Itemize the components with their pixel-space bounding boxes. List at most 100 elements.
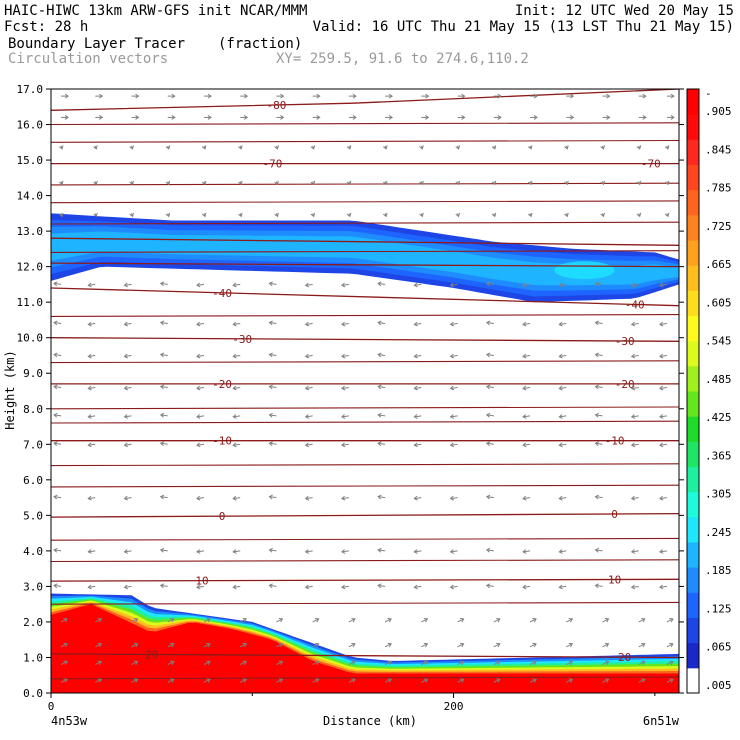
vector-head bbox=[206, 678, 211, 683]
colorbar: .005 .065 .125 .185 .245 .305 .365 .425 .485 .545… bbox=[686, 87, 732, 694]
vector-head bbox=[159, 441, 165, 447]
vector-head bbox=[171, 115, 176, 120]
circulation-vector bbox=[305, 585, 313, 588]
circulation-vector bbox=[196, 322, 205, 325]
circulation-vector bbox=[305, 550, 313, 553]
circulation-vector bbox=[559, 386, 567, 389]
circulation-vector bbox=[378, 321, 386, 324]
colorbar-swatch bbox=[687, 667, 699, 694]
vector-head bbox=[449, 584, 455, 590]
vector-head bbox=[522, 414, 527, 419]
contour-label: -10 bbox=[605, 435, 625, 448]
vector-head bbox=[423, 678, 429, 683]
circulation-vector bbox=[486, 414, 494, 417]
colorbar-swatch bbox=[687, 567, 699, 593]
circulation-vector bbox=[348, 661, 356, 666]
circulation-vector bbox=[522, 497, 531, 500]
vector-head bbox=[351, 678, 356, 683]
circulation-vector bbox=[421, 661, 428, 666]
vector-head bbox=[129, 180, 134, 186]
vector-head bbox=[377, 441, 382, 447]
circulation-vector bbox=[559, 354, 567, 357]
y-tick-label: 2.0 bbox=[23, 616, 43, 629]
circulation-vector bbox=[233, 550, 241, 553]
vector-head bbox=[377, 412, 382, 418]
vector-head bbox=[377, 320, 382, 326]
circulation-vector bbox=[602, 643, 609, 648]
vector-head bbox=[522, 549, 527, 554]
contour-label: 20 bbox=[145, 648, 158, 661]
vector-head bbox=[423, 642, 429, 648]
vector-head bbox=[413, 321, 418, 327]
vector-head bbox=[630, 442, 636, 448]
circulation-vector bbox=[595, 442, 603, 445]
circulation-vector bbox=[493, 643, 501, 648]
circulation-vector bbox=[529, 618, 537, 623]
circulation-vector bbox=[88, 354, 96, 357]
vector-head bbox=[604, 660, 610, 665]
vector-head bbox=[238, 180, 243, 186]
circulation-vector bbox=[378, 385, 386, 388]
circulation-vector bbox=[602, 678, 609, 683]
circulation-vector bbox=[659, 585, 667, 588]
vector-head bbox=[413, 495, 418, 501]
circulation-vector bbox=[450, 497, 458, 500]
circulation-vector bbox=[88, 550, 96, 553]
contour-label: 10 bbox=[608, 573, 621, 586]
vector-head bbox=[206, 642, 211, 648]
circulation-vector bbox=[659, 322, 667, 325]
vector-head bbox=[346, 145, 352, 150]
circulation-vector bbox=[559, 550, 567, 553]
vector-head bbox=[53, 441, 58, 447]
vector-head bbox=[242, 617, 248, 623]
circulation-vector bbox=[631, 497, 639, 500]
vector-head bbox=[382, 180, 388, 186]
vector-head bbox=[170, 660, 175, 665]
cross-section-endpoints: XY= 259.5, 91.6 to 274.6,110.2 bbox=[276, 51, 529, 67]
circulation-vector bbox=[196, 585, 205, 588]
vector-head bbox=[315, 678, 320, 683]
vector-head bbox=[497, 115, 502, 120]
circulation-vector bbox=[131, 643, 138, 648]
colorbar-swatch bbox=[687, 365, 699, 392]
vector-head bbox=[159, 281, 165, 287]
vector-head bbox=[268, 441, 273, 447]
circulation-vector bbox=[131, 678, 138, 683]
circulation-vector bbox=[659, 354, 667, 357]
contour-0 bbox=[51, 512, 679, 518]
tracer-band-upper-3 bbox=[51, 231, 679, 286]
vector-head bbox=[53, 412, 58, 418]
vector-head bbox=[664, 180, 670, 186]
vector-head bbox=[123, 442, 128, 448]
circulation-vector bbox=[378, 282, 386, 285]
vector-head bbox=[459, 678, 465, 683]
vector-head bbox=[242, 678, 248, 683]
vector-head bbox=[413, 584, 418, 590]
vector-head bbox=[87, 549, 92, 554]
vector-head bbox=[63, 660, 68, 665]
minor-contour bbox=[51, 559, 679, 563]
circulation-vector bbox=[196, 386, 205, 389]
vector-head bbox=[304, 495, 310, 501]
vector-head bbox=[594, 412, 599, 418]
circulation-vector bbox=[659, 386, 667, 389]
x-axis: 0 200 bbox=[48, 693, 656, 713]
vector-head bbox=[522, 385, 527, 391]
circulation-vector bbox=[203, 618, 211, 623]
circulation-vector bbox=[457, 643, 464, 648]
vector-head bbox=[423, 660, 429, 665]
circulation-vector bbox=[595, 353, 603, 356]
vector-head bbox=[630, 414, 636, 419]
colorbar-label: .365 bbox=[705, 449, 732, 462]
circulation-vector bbox=[666, 661, 674, 666]
circulation-vector bbox=[529, 661, 537, 666]
colorbar-swatch bbox=[687, 265, 699, 291]
circulation-vector bbox=[233, 386, 241, 389]
vector-head bbox=[316, 93, 321, 99]
contour--50 bbox=[51, 262, 679, 268]
circulation-vector bbox=[305, 415, 313, 418]
vector-head bbox=[670, 93, 675, 99]
vector-head bbox=[170, 617, 175, 623]
vector-head bbox=[485, 583, 491, 589]
circulation-vector bbox=[167, 678, 174, 683]
